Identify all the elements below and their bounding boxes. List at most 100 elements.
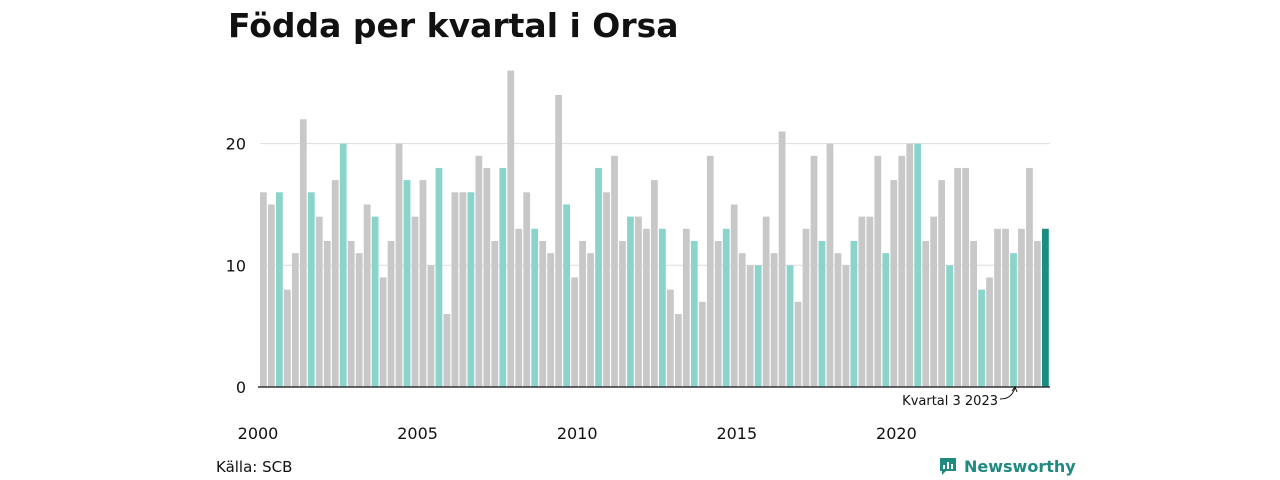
bar [483, 167, 491, 387]
bar [387, 240, 395, 387]
x-tick-label: 2015 [716, 424, 757, 443]
bar [507, 70, 515, 387]
bar [323, 240, 331, 387]
bar [890, 180, 898, 387]
bar [643, 228, 650, 387]
bar [1010, 253, 1017, 387]
bar [682, 228, 690, 387]
bar [475, 155, 483, 387]
x-tick-label: 2010 [557, 424, 598, 443]
y-tick-labels: 0 10 20 [226, 135, 246, 397]
bar [347, 240, 355, 387]
bar [275, 192, 283, 387]
bar [754, 265, 762, 387]
bar [1042, 228, 1049, 387]
bar [563, 204, 571, 387]
bar [994, 228, 1001, 387]
bar [579, 240, 586, 387]
bar [523, 192, 531, 387]
x-tick-label: 2020 [876, 424, 917, 443]
bar [291, 253, 299, 387]
bar [930, 216, 938, 387]
bar [922, 240, 930, 387]
bar [491, 240, 499, 387]
bar [499, 167, 507, 387]
bar [427, 265, 435, 387]
bar [986, 277, 993, 387]
bar [635, 216, 642, 387]
brand-name: Newsworthy [964, 456, 1076, 476]
bar [283, 289, 291, 387]
bar [778, 131, 786, 387]
bar [307, 192, 315, 387]
y-tick-label: 20 [226, 135, 246, 154]
chart-title: Födda per kvartal i Orsa [228, 6, 679, 45]
bar [714, 240, 722, 387]
bar [531, 228, 539, 387]
bar [882, 253, 890, 387]
bar [898, 155, 906, 387]
bar [515, 228, 523, 387]
bar [770, 253, 778, 387]
bar [706, 155, 714, 387]
bar [762, 216, 770, 387]
bar [786, 265, 794, 387]
newsworthy-logo-icon [940, 458, 956, 475]
bar [938, 180, 946, 387]
bar [371, 216, 379, 387]
bar [858, 216, 866, 387]
bar [794, 301, 802, 387]
bar [299, 119, 307, 387]
x-tick-label: 2005 [397, 424, 438, 443]
bar [595, 167, 602, 387]
bar [611, 155, 618, 387]
bar [355, 253, 363, 387]
bar [850, 240, 858, 387]
bar [658, 228, 666, 387]
bar [722, 228, 730, 387]
y-tick-label: 10 [226, 256, 246, 275]
bar [730, 204, 738, 387]
bar [690, 240, 698, 387]
bar [810, 155, 818, 387]
bar [738, 253, 746, 387]
source-note: Källa: SCB [216, 458, 293, 476]
bar [978, 289, 985, 387]
bar [674, 313, 682, 387]
bar [451, 192, 459, 387]
bar [906, 143, 914, 387]
bar [331, 180, 339, 387]
bar [260, 192, 267, 387]
bar [315, 216, 323, 387]
annotation-arrowhead-icon [1011, 385, 1018, 393]
bar [651, 180, 658, 387]
bar [435, 167, 443, 387]
bar [1018, 228, 1025, 387]
bar [419, 180, 427, 387]
bar [395, 143, 403, 387]
bar [826, 143, 834, 387]
bar [587, 253, 594, 387]
bars [260, 70, 1049, 388]
bar [459, 192, 467, 387]
bar [363, 204, 371, 387]
annotation-arrow-icon [999, 387, 1016, 400]
bar [1026, 167, 1033, 387]
bar [946, 265, 954, 387]
bar [627, 216, 634, 387]
bar [571, 277, 578, 387]
bar-chart: 0 10 20 2000 2005 2010 2015 2020 Kvartal 3 202… [226, 70, 1050, 443]
bar [746, 265, 754, 387]
latest-annotation: Kvartal 3 2023 [902, 385, 1018, 409]
x-tick-label: 2000 [238, 424, 279, 443]
bar [914, 143, 922, 387]
bar [1034, 240, 1041, 387]
bar [443, 313, 451, 387]
bar [818, 240, 826, 387]
bar [866, 216, 874, 387]
bar [467, 192, 475, 387]
bar [603, 192, 610, 387]
bar [874, 155, 882, 387]
bar [834, 253, 842, 387]
bar [802, 228, 810, 387]
